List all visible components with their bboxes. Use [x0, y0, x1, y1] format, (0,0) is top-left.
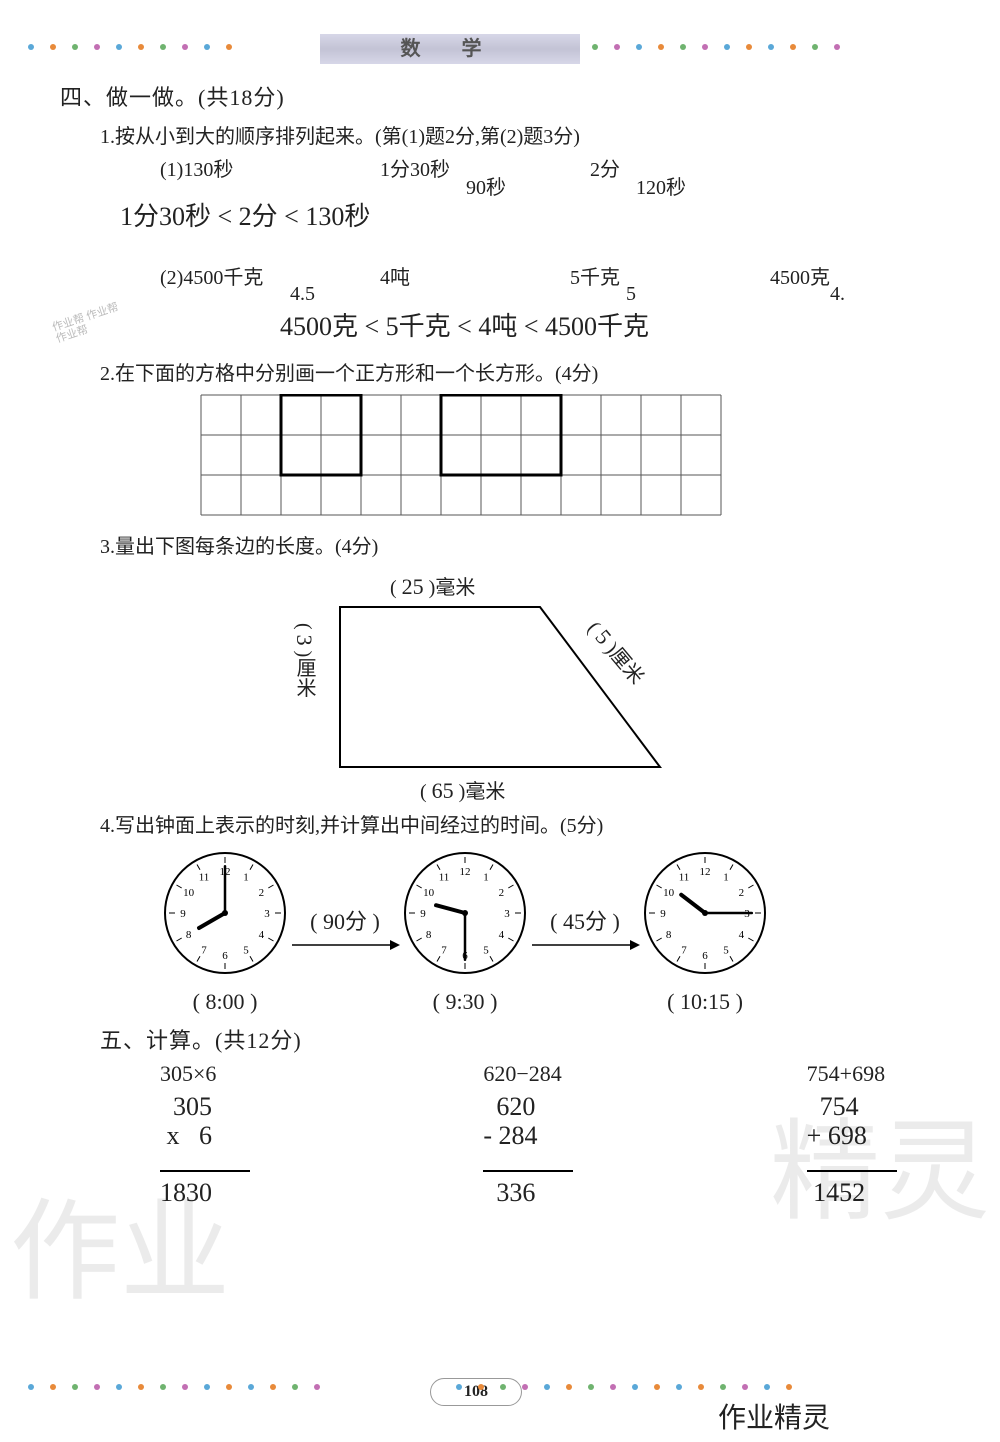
- clock-0: 123456789101112( 8:00 ): [160, 848, 290, 1015]
- svg-text:8: 8: [666, 929, 672, 941]
- clock-1-answer: ( 9:30 ): [400, 989, 530, 1015]
- q1p1-ann-a: 90秒: [466, 171, 506, 200]
- q1p2-item2-text: 4500克: [770, 267, 830, 289]
- calc-1: 620−284 620 - 284 336: [483, 1061, 626, 1207]
- q1p2-answer: 4500克 < 5千克 < 4吨 < 4500千克: [280, 306, 950, 343]
- svg-text:5: 5: [483, 944, 489, 956]
- trap-left-val: 3: [292, 635, 317, 646]
- q1p1-item-0: 1分30秒 90秒: [380, 153, 590, 182]
- q1p1-answer: 1分30秒 < 2分 < 130秒: [120, 196, 950, 233]
- calc-row: 305×6 305 x 6 1830 620−284 620 - 284 336 7…: [160, 1061, 950, 1207]
- svg-text:9: 9: [660, 908, 666, 920]
- q1p2-ann-c: 4.: [830, 283, 845, 306]
- calc-2: 754+698 754 + 698 1452: [807, 1061, 950, 1207]
- svg-text:1: 1: [723, 872, 729, 884]
- trapezoid-svg: [280, 567, 760, 807]
- svg-text:6: 6: [222, 950, 228, 962]
- svg-text:8: 8: [186, 929, 192, 941]
- svg-text:1: 1: [483, 872, 489, 884]
- svg-text:9: 9: [180, 908, 186, 920]
- clock-2: 123456789101112( 10:15 ): [640, 848, 770, 1015]
- svg-text:10: 10: [663, 887, 675, 899]
- section4-title: 四、做一做。(共18分): [60, 80, 950, 112]
- svg-text:3: 3: [504, 908, 510, 920]
- q1p2-item-2: 4500克 4.: [770, 261, 890, 290]
- subject-banner: 数 学: [320, 34, 580, 64]
- q1p1-item-1: 2分 120秒: [590, 153, 750, 182]
- trap-bottom-unit: 毫米: [465, 781, 505, 803]
- q1p2-item-1: 5千克 5: [570, 261, 770, 290]
- svg-text:11: 11: [679, 872, 690, 884]
- worksheet-page: 数 学 作业帮 作业帮 作业帮 四、做一做。(共18分) 1.按从小到大的顺序排…: [0, 0, 1000, 1442]
- calc-2-expr: 754+698: [807, 1061, 950, 1087]
- clocks-row: 123456789101112( 8:00 )( 90分 )1234567891…: [160, 848, 950, 1015]
- trap-slant-val: 5: [590, 625, 616, 649]
- q1p2-ann-a: 4.5: [290, 283, 315, 306]
- trap-top-unit: 毫米: [435, 577, 475, 599]
- calc-0-expr: 305×6: [160, 1061, 303, 1087]
- footer-signature: 作业精灵: [718, 1396, 830, 1436]
- svg-text:4: 4: [259, 929, 265, 941]
- trap-left-unit: 厘米: [293, 657, 315, 697]
- q1p2-item-0: 4吨: [380, 261, 570, 290]
- svg-text:6: 6: [702, 950, 708, 962]
- q1p2-label: (2)4500千克 4.5: [160, 261, 380, 290]
- q1p1-item1-text: 2分: [590, 159, 620, 181]
- svg-text:2: 2: [499, 887, 505, 899]
- grid-svg: [200, 394, 722, 516]
- q1p1-item0-text: 1分30秒: [380, 159, 450, 181]
- svg-text:12: 12: [700, 866, 711, 878]
- svg-text:7: 7: [201, 944, 207, 956]
- clock-1: 123456789101112( 9:30 ): [400, 848, 530, 1015]
- svg-text:11: 11: [439, 872, 450, 884]
- q3-stem: 3.量出下图每条边的长度。(4分): [100, 530, 950, 559]
- clock-0-answer: ( 8:00 ): [160, 989, 290, 1015]
- svg-text:10: 10: [423, 887, 435, 899]
- q1p1-label: (1)130秒: [160, 153, 380, 182]
- q1p1-ann-b: 120秒: [636, 171, 686, 200]
- trap-bottom-val: 65: [432, 778, 454, 803]
- q1-part1-row: (1)130秒 1分30秒 90秒 2分 120秒: [160, 153, 950, 182]
- clock-2-answer: ( 10:15 ): [640, 989, 770, 1015]
- clock-gap: ( 45分 ): [530, 904, 640, 960]
- trap-top-label: ( 25 )毫米: [390, 571, 475, 600]
- svg-text:12: 12: [460, 866, 471, 878]
- trap-bottom-label: ( 65 )毫米: [420, 775, 505, 804]
- trap-top-val: 25: [402, 574, 424, 599]
- q1-stem: 1.按从小到大的顺序排列起来。(第(1)题2分,第(2)题3分): [100, 120, 950, 149]
- section5-title: 五、计算。(共12分): [100, 1023, 950, 1055]
- q4-stem: 4.写出钟面上表示的时刻,并计算出中间经过的时间。(5分): [100, 809, 950, 838]
- svg-text:9: 9: [420, 908, 426, 920]
- q1p2-ann-b: 5: [626, 283, 636, 306]
- svg-text:2: 2: [739, 887, 745, 899]
- svg-text:4: 4: [739, 929, 745, 941]
- calc-1-work: 620 - 284 336: [483, 1093, 626, 1207]
- svg-text:7: 7: [681, 944, 687, 956]
- q2-stem: 2.在下面的方格中分别画一个正方形和一个长方形。(4分): [100, 357, 950, 386]
- svg-text:11: 11: [199, 872, 210, 884]
- q2-grid: [200, 394, 950, 516]
- svg-text:2: 2: [259, 887, 265, 899]
- svg-text:4: 4: [499, 929, 505, 941]
- trapezoid-figure: ( 25 )毫米 ( 3 )厘米 ( 5 )厘米 ( 65 )毫米: [280, 567, 760, 807]
- svg-text:7: 7: [441, 944, 447, 956]
- trap-left-label: ( 3 )厘米: [290, 623, 319, 697]
- q1p2-label-text: (2)4500千克: [160, 267, 263, 289]
- calc-0: 305×6 305 x 6 1830: [160, 1061, 303, 1207]
- svg-text:10: 10: [183, 887, 195, 899]
- q1p2-item1-text: 5千克: [570, 267, 620, 289]
- clock-gap: ( 90分 ): [290, 904, 400, 960]
- calc-0-work: 305 x 6 1830: [160, 1093, 303, 1207]
- calc-2-work: 754 + 698 1452: [807, 1093, 950, 1207]
- svg-text:5: 5: [723, 944, 729, 956]
- svg-text:8: 8: [426, 929, 432, 941]
- svg-text:1: 1: [243, 872, 249, 884]
- bottom-dot-row: [0, 1378, 1000, 1402]
- svg-text:3: 3: [264, 908, 270, 920]
- q1-part2-row: (2)4500千克 4.5 4吨 5千克 5 4500克 4.: [160, 261, 950, 290]
- svg-text:5: 5: [243, 944, 249, 956]
- calc-1-expr: 620−284: [483, 1061, 626, 1087]
